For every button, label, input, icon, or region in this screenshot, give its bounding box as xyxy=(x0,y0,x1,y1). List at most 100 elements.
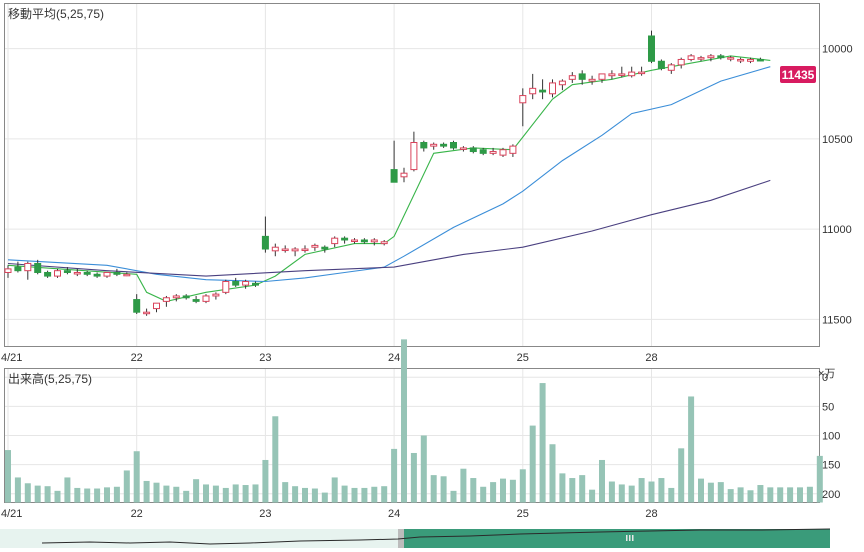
candle xyxy=(351,238,358,244)
candle xyxy=(311,243,319,251)
candle-body xyxy=(370,239,378,243)
candle xyxy=(598,73,606,83)
volume-tick-label: 150 xyxy=(822,460,840,472)
candle-body xyxy=(628,71,636,77)
last-price-value: 11435 xyxy=(782,68,815,82)
candle-body xyxy=(747,58,754,62)
x-axis-bottom: 4/21 22 23 24 25 28 xyxy=(1,508,658,520)
price-axis: 11500 11000 10500 10000 xyxy=(822,44,853,327)
candle-body xyxy=(271,246,279,252)
candle xyxy=(499,147,507,157)
candle xyxy=(162,295,170,307)
volume-bar xyxy=(668,487,675,503)
candle-body xyxy=(162,297,170,302)
candle-body xyxy=(301,248,309,252)
candle xyxy=(677,57,685,69)
candle xyxy=(123,272,131,277)
volume-bar xyxy=(480,486,487,503)
price-panel-title: 移動平均(5,25,75) xyxy=(8,7,104,21)
candle-body xyxy=(568,75,576,80)
volume-bar xyxy=(262,459,269,503)
candle-body xyxy=(143,311,151,315)
candle-body xyxy=(113,271,121,275)
candle xyxy=(618,66,626,78)
candle-body xyxy=(93,273,101,277)
candle xyxy=(489,147,497,156)
candle xyxy=(578,70,586,85)
candle-body xyxy=(182,295,190,299)
candle xyxy=(153,302,160,313)
price-tick-label: 10500 xyxy=(822,134,853,146)
candle xyxy=(420,140,428,152)
volume-bar xyxy=(707,482,714,503)
volume-bar xyxy=(5,450,11,503)
volume-bars xyxy=(5,339,823,503)
candle-body xyxy=(549,82,556,95)
candle-body xyxy=(479,149,487,154)
volume-bar xyxy=(519,469,526,503)
candle xyxy=(242,279,250,289)
volume-bar xyxy=(698,478,704,503)
volume-bar xyxy=(500,478,506,503)
candle xyxy=(83,270,91,277)
x-tick-label: 23 xyxy=(259,508,271,520)
price-tick-label: 11500 xyxy=(822,314,852,326)
volume-bar xyxy=(599,459,605,503)
volume-bar xyxy=(44,486,51,503)
candle-body xyxy=(400,172,408,178)
volume-bar xyxy=(193,479,200,503)
last-price-badge: 11435 xyxy=(780,66,816,83)
candle-body xyxy=(558,80,566,86)
volume-bar xyxy=(767,487,774,503)
candle-body xyxy=(727,57,735,60)
x-tick-label: 25 xyxy=(517,352,529,364)
candle xyxy=(73,268,81,277)
volume-bar xyxy=(727,489,734,503)
candle-body xyxy=(717,55,725,59)
volume-bar xyxy=(104,487,110,503)
volume-bar xyxy=(539,383,546,503)
candle xyxy=(370,238,378,246)
volume-bar xyxy=(470,478,477,503)
volume-bar xyxy=(361,487,368,503)
volume-bar xyxy=(777,487,784,503)
volume-bar xyxy=(787,487,794,503)
candle xyxy=(558,79,566,91)
candle xyxy=(271,243,279,257)
candle xyxy=(469,146,477,154)
candle-body xyxy=(4,268,12,273)
volume-bar xyxy=(737,487,744,503)
candle xyxy=(648,30,655,64)
volume-bar xyxy=(331,477,338,503)
candle xyxy=(410,131,418,172)
price-tick-label: 10000 xyxy=(822,44,853,56)
candle xyxy=(450,140,457,150)
volume-unit-label: ×万 xyxy=(818,368,835,380)
candle xyxy=(24,261,32,280)
x-tick-label: 28 xyxy=(645,508,657,520)
range-navigator[interactable] xyxy=(0,528,831,548)
volume-bar xyxy=(163,485,170,503)
candle xyxy=(192,295,200,304)
volume-bar xyxy=(153,482,160,503)
volume-bar xyxy=(123,470,130,503)
candle xyxy=(4,265,12,278)
candle xyxy=(539,79,547,100)
candle xyxy=(638,66,646,76)
candle xyxy=(687,54,695,62)
volume-bar xyxy=(529,425,536,503)
candle xyxy=(737,57,745,64)
navigator-grip-icon[interactable] xyxy=(626,535,634,541)
candle-body xyxy=(529,87,537,95)
navigator-selected-range[interactable] xyxy=(402,529,830,548)
volume-bar xyxy=(440,476,447,503)
candle-body xyxy=(172,295,180,299)
candle-body xyxy=(519,95,527,104)
volume-bar xyxy=(113,486,120,503)
volume-bar xyxy=(648,481,655,503)
candle xyxy=(113,268,121,277)
candle xyxy=(440,142,448,148)
x-tick-label: 24 xyxy=(388,508,400,520)
candle xyxy=(459,146,467,152)
candle-body xyxy=(390,169,398,183)
